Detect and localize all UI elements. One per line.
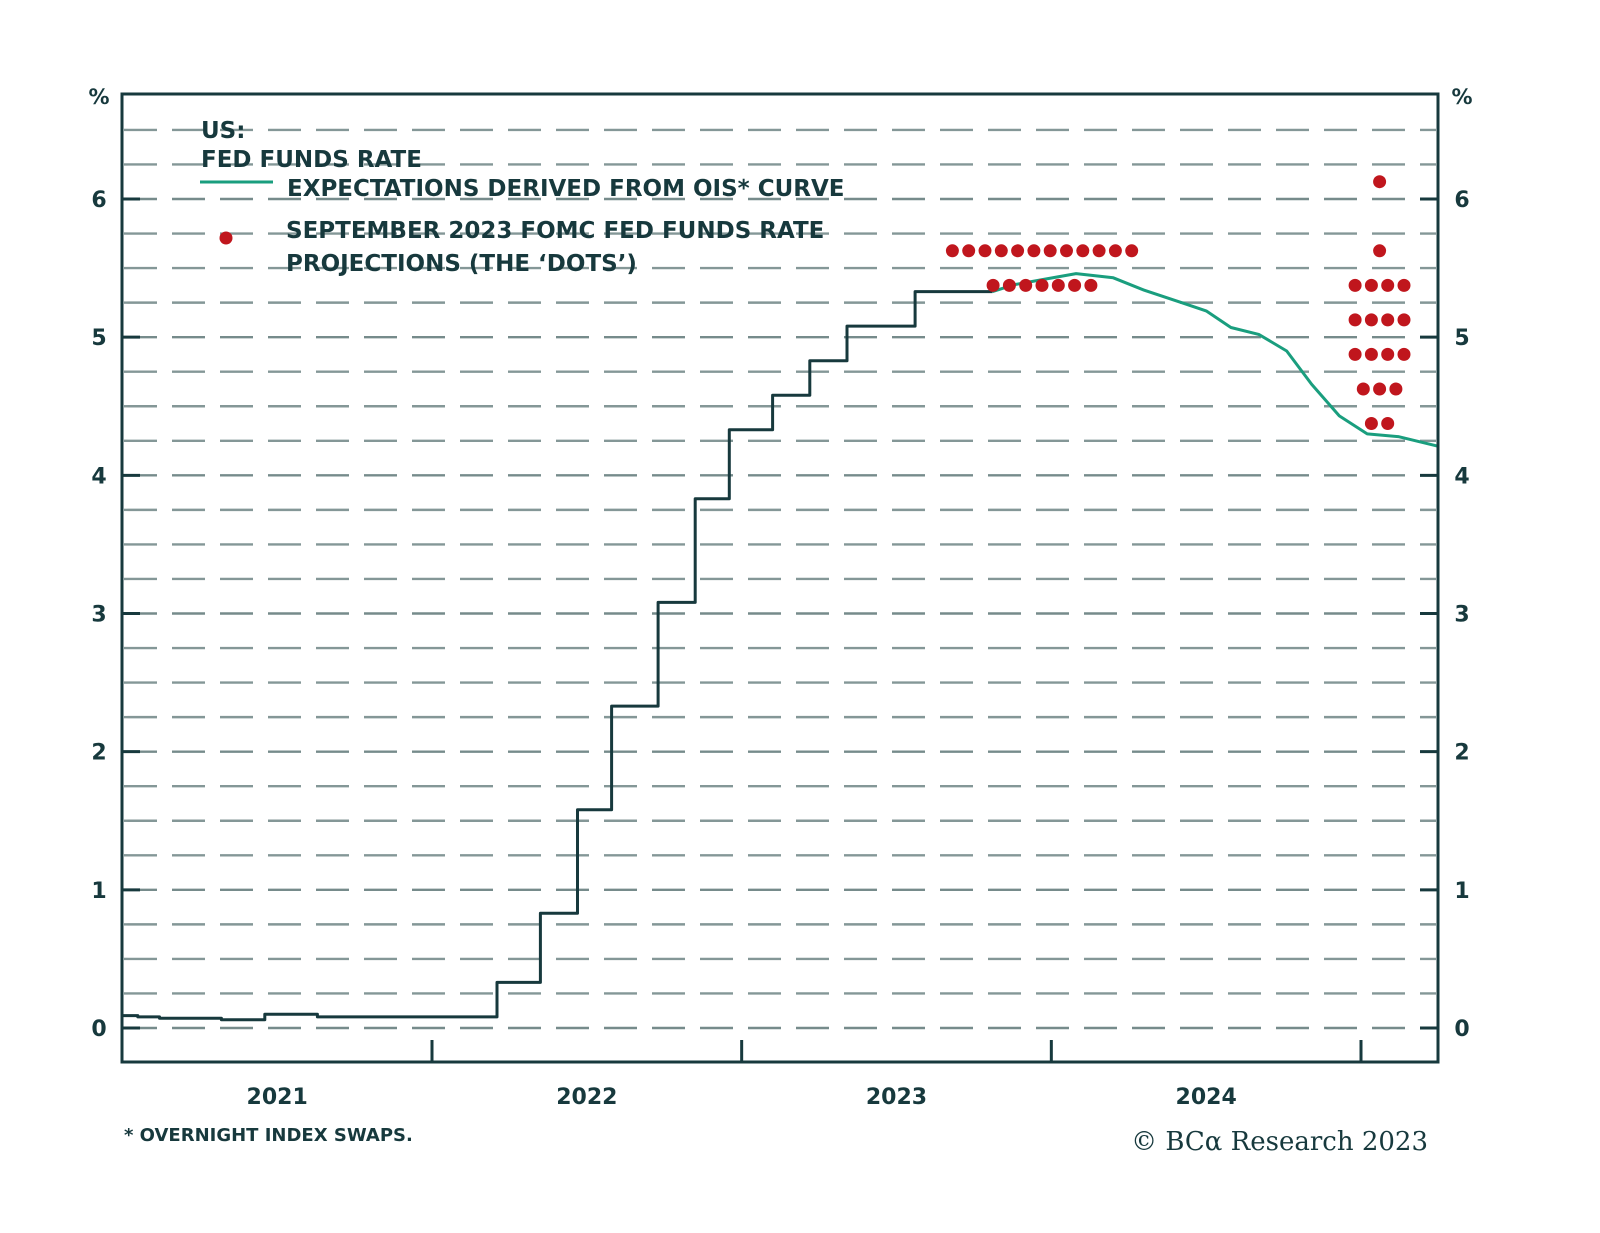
fomc-dot [1084, 278, 1098, 292]
y-tick-labels: 0 0 1 1 2 2 3 3 4 4 5 5 6 6 [91, 188, 1469, 1042]
fomc-dot [986, 278, 1000, 292]
y-tick-label-left: 3 [91, 603, 106, 628]
x-tick-label: 2021 [247, 1085, 308, 1110]
y-tick-label-right: 5 [1454, 326, 1469, 351]
fomc-dot [1125, 244, 1139, 258]
legend-dot-marker [219, 231, 233, 245]
fed-funds-rate-line [122, 290, 993, 1022]
plot-frame [120, 92, 1440, 1064]
y-tick-label-right: 0 [1454, 1017, 1469, 1042]
fomc-dot [1381, 347, 1395, 361]
y-tick-label-left: 0 [91, 1017, 106, 1042]
x-tick-label: 2024 [1176, 1085, 1237, 1110]
fomc-dot [1381, 313, 1395, 327]
y-tick-label-right: 1 [1454, 879, 1469, 904]
legend-dots-label-line2: PROJECTIONS (THE ‘DOTS’) [286, 251, 637, 277]
fomc-dot [1373, 175, 1387, 189]
x-tick-label: 2022 [556, 1085, 617, 1110]
fomc-dot [1060, 244, 1073, 258]
fomc-dot [1373, 244, 1387, 258]
fomc-dot [994, 244, 1008, 258]
fomc-dot [1108, 244, 1122, 258]
fomc-dot [1051, 278, 1065, 292]
fomc-dot [1027, 244, 1041, 258]
fomc-dot [962, 244, 976, 258]
fomc-dot [1011, 244, 1025, 258]
fomc-dot [1019, 278, 1033, 292]
y-tick-label-right: 2 [1454, 741, 1469, 766]
series-layer [122, 272, 1439, 1022]
fomc-dot [1381, 417, 1395, 430]
ois-expectations-line [992, 272, 1439, 448]
legend: US: FED FUNDS RATE EXPECTATIONS DERIVED … [200, 118, 844, 277]
fomc-dot [1397, 313, 1411, 327]
fomc-dot [1364, 278, 1378, 292]
y-tick-label-left: 5 [91, 326, 106, 351]
y-unit-right: % [1451, 85, 1472, 109]
fomc-dot [1397, 347, 1411, 361]
fomc-dot [1356, 382, 1370, 396]
fomc-dots [945, 175, 1411, 430]
fomc-dot [1364, 417, 1378, 430]
x-tick-label: 2023 [866, 1085, 927, 1110]
fomc-dot [1373, 382, 1387, 396]
fomc-dot [945, 244, 959, 258]
fomc-dot [1381, 278, 1395, 292]
legend-dots-label-line1: SEPTEMBER 2023 FOMC FED FUNDS RATE [286, 218, 824, 244]
y-tick-label-left: 2 [91, 741, 106, 766]
fomc-dot [1043, 244, 1057, 258]
y-tick-label-left: 6 [91, 188, 106, 213]
y-tick-label-right: 3 [1454, 603, 1469, 628]
y-tick-label-left: 4 [91, 464, 106, 489]
fomc-dot [1068, 278, 1082, 292]
fomc-dot [1348, 278, 1362, 292]
chart-title: US: [201, 118, 245, 144]
x-tick-labels: 2021 2022 2023 2024 [247, 1085, 1237, 1110]
gridlines [124, 128, 1436, 1030]
fomc-dot [1348, 313, 1362, 327]
fomc-dot [1092, 244, 1106, 258]
fomc-dot [1035, 278, 1049, 292]
legend-ois-label: EXPECTATIONS DERIVED FROM OIS* CURVE [287, 176, 844, 202]
y-tick-label-right: 4 [1454, 464, 1469, 489]
y-tick-label-right: 6 [1454, 188, 1469, 213]
fomc-dot [978, 244, 992, 258]
fomc-dot [1076, 244, 1090, 258]
fomc-dot [1364, 313, 1378, 327]
axis-ticks [122, 197, 1438, 1062]
y-tick-label-left: 1 [91, 879, 106, 904]
y-unit-left: % [88, 85, 109, 109]
fomc-dot [1364, 347, 1378, 361]
footnote: * OVERNIGHT INDEX SWAPS. [124, 1125, 413, 1146]
fomc-dot [1348, 347, 1362, 361]
fomc-dot [1002, 278, 1016, 292]
credit: © BCα Research 2023 [1131, 1127, 1428, 1157]
chart-subtitle: FED FUNDS RATE [201, 147, 422, 173]
fomc-dot [1397, 278, 1411, 292]
fomc-dot [1389, 382, 1403, 396]
